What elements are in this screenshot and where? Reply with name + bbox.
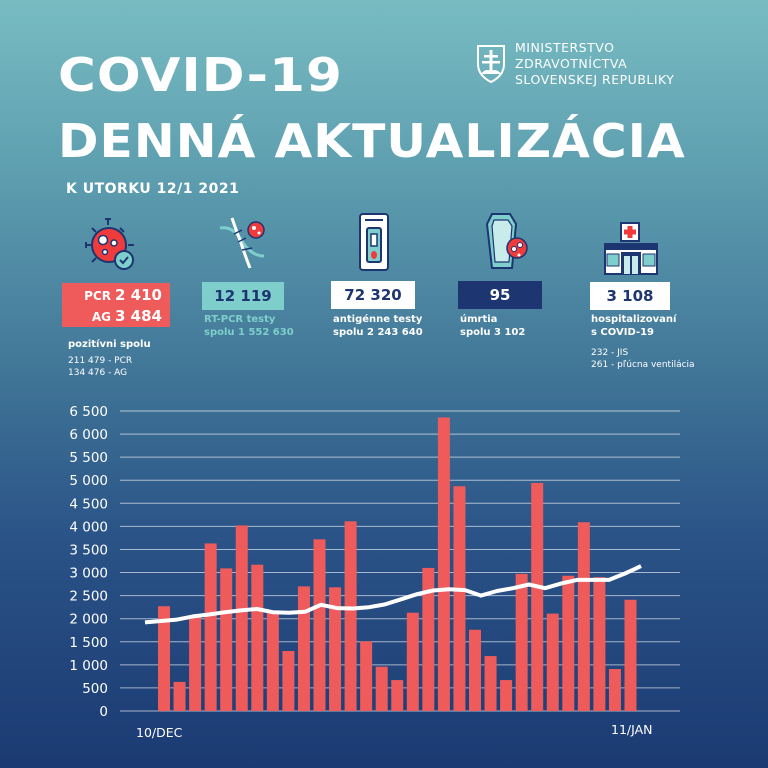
hospital-box: 3 108	[590, 282, 670, 310]
chart-y-ticks: 0 500 1 000 1 500 2 000 2 500 3 000 3 500 4 000 4…	[69, 404, 108, 720]
bar	[329, 587, 342, 711]
bar	[189, 616, 202, 711]
bar	[266, 612, 279, 711]
title-line1: COVID-19	[58, 48, 344, 102]
chart-line	[144, 564, 642, 625]
x-label-last: 11/JAN	[611, 722, 653, 737]
antigen-test-icon	[359, 213, 389, 271]
bar	[220, 568, 233, 711]
deaths-caption1: úmrtia	[460, 314, 498, 325]
deaths-value: 95	[489, 286, 511, 304]
chart-bars	[158, 417, 637, 711]
coffin-virus-icon	[485, 213, 528, 269]
y-tick-label: 1 000	[69, 658, 108, 674]
rtpcr-value: 12 119	[214, 287, 272, 305]
bar	[360, 641, 373, 711]
hospital-detail-ventilation: 261 - pľúcna ventilácia	[591, 360, 695, 370]
antigen-caption2: spolu 2 243 640	[333, 327, 423, 338]
bar	[469, 629, 481, 711]
virus-check-icon	[85, 218, 134, 270]
y-tick-label: 4 500	[69, 496, 108, 512]
y-tick-label: 4 000	[69, 519, 108, 535]
antigen-caption1: antigénne testy	[333, 314, 423, 325]
y-tick-label: 6 500	[69, 404, 108, 420]
moving-average-line	[144, 564, 642, 625]
ag-row: AG 3 484	[92, 307, 162, 325]
bar	[204, 543, 217, 711]
bar	[173, 681, 186, 711]
bar	[546, 613, 559, 711]
y-tick-label: 5 000	[69, 473, 108, 489]
rtpcr-box: 12 119	[202, 282, 284, 310]
y-tick-label: 3 500	[69, 542, 108, 558]
y-tick-label: 6 000	[69, 427, 108, 443]
bar	[158, 606, 170, 711]
y-tick-label: 5 500	[69, 450, 108, 466]
dna-virus-icon	[219, 217, 265, 269]
y-tick-label: 0	[99, 704, 108, 720]
rtpcr-caption1: RT-PCR testy	[204, 314, 276, 325]
y-tick-label: 500	[82, 681, 108, 697]
bar	[593, 577, 606, 711]
positive-box: PCR 2 410 AG 3 484	[62, 283, 170, 327]
hospital-caption1: hospitalizovaní	[591, 314, 677, 325]
x-label-first: 10/DEC	[136, 725, 183, 740]
ministry-line2: ZDRAVOTNÍCTVA	[515, 56, 628, 71]
bar	[251, 564, 264, 711]
bar	[282, 651, 295, 711]
slovak-crest-icon	[477, 45, 505, 84]
ag-label: AG	[91, 310, 112, 324]
ministry-name: MINISTERSTVO ZDRAVOTNÍCTVA SLOVENSKEJ RE…	[515, 40, 674, 88]
hospital-value: 3 108	[606, 287, 654, 305]
bar	[235, 525, 248, 711]
ag-value: 3 484	[115, 307, 162, 325]
bar	[624, 599, 637, 711]
positive-detail-ag: 134 476 - AG	[68, 368, 128, 378]
ministry-line3: SLOVENSKEJ REPUBLIKY	[515, 72, 675, 87]
bar	[453, 486, 466, 711]
pcr-label: PCR	[84, 289, 112, 303]
hospital-caption2: s COVID-19	[591, 327, 655, 338]
bar	[437, 417, 450, 711]
positive-detail-pcr: 211 479 - PCR	[68, 356, 133, 366]
positive-caption: pozitívni spolu	[68, 339, 151, 350]
bar	[484, 656, 497, 711]
rtpcr-caption2: spolu 1 552 630	[204, 327, 294, 338]
y-tick-label: 2 500	[69, 589, 108, 605]
bar	[391, 680, 404, 711]
bar	[500, 680, 513, 711]
pcr-value: 2 410	[115, 286, 162, 304]
y-tick-label: 2 000	[69, 612, 108, 628]
antigen-value: 72 320	[344, 286, 402, 304]
deaths-caption2: spolu 3 102	[460, 327, 526, 338]
bar	[375, 666, 388, 711]
y-tick-label: 1 500	[69, 635, 108, 651]
bar	[515, 573, 528, 711]
bar	[531, 483, 544, 711]
y-tick-label: 3 000	[69, 566, 108, 582]
bar	[344, 521, 357, 711]
bar	[313, 539, 326, 711]
hospital-detail-jis: 232 - JIS	[591, 348, 629, 358]
deaths-box: 95	[458, 281, 542, 309]
bar	[422, 567, 435, 711]
bar	[608, 669, 621, 711]
ministry-line1: MINISTERSTVO	[515, 40, 615, 55]
title-line2: DENNÁ AKTUALIZÁCIA	[58, 114, 686, 168]
hospital-icon	[604, 222, 658, 275]
bar	[297, 586, 310, 711]
bar	[406, 612, 419, 711]
pcr-row: PCR 2 410	[84, 286, 162, 304]
bar	[562, 575, 575, 711]
antigen-box: 72 320	[331, 281, 415, 309]
report-date: K UTORKU 12/1 2021	[66, 181, 240, 197]
bar	[577, 522, 590, 711]
